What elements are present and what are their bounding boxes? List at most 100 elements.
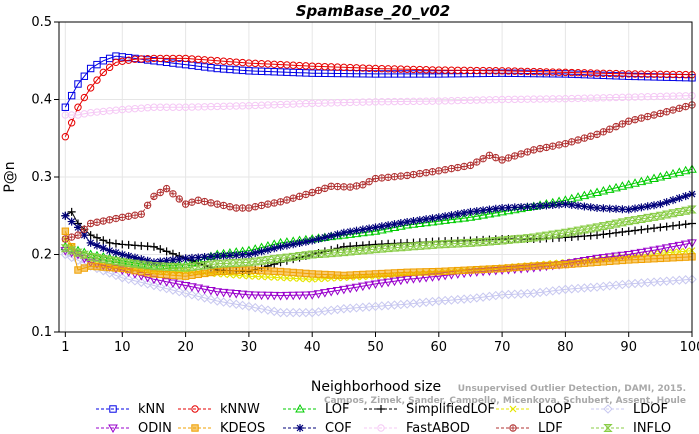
- data-point: [289, 268, 297, 277]
- data-point: [567, 200, 576, 209]
- data-point: [237, 290, 248, 300]
- data-point: [384, 173, 392, 182]
- legend-marker: [509, 405, 517, 413]
- data-point: [459, 213, 469, 222]
- data-point: [441, 166, 449, 174]
- data-point: [612, 257, 620, 265]
- data-point: [338, 285, 349, 295]
- data-point: [117, 273, 128, 283]
- data-point: [593, 258, 601, 266]
- data-point: [74, 266, 82, 274]
- data-point: [156, 245, 165, 254]
- data-point: [377, 222, 386, 231]
- data-point: [606, 125, 614, 133]
- data-point: [604, 184, 615, 193]
- data-point: [105, 63, 114, 72]
- x-tick-label: 40: [304, 340, 321, 355]
- data-point: [661, 210, 672, 219]
- data-point: [599, 230, 608, 239]
- legend-item-ldof: LDOF: [591, 402, 668, 417]
- data-point: [516, 234, 526, 243]
- data-point: [270, 274, 278, 281]
- axis-ticks: 0.1 0.2 0.3 0.4 0.5 1 10 20 30 40 50 60 70 80 90 100: [31, 15, 699, 355]
- data-point: [681, 220, 690, 229]
- data-point: [466, 161, 475, 170]
- series-fastabod: [61, 91, 696, 119]
- data-point: [98, 254, 109, 263]
- data-point: [207, 199, 215, 207]
- data-point: [212, 296, 222, 306]
- data-point: [193, 284, 204, 293]
- data-point: [213, 200, 221, 208]
- data-point: [378, 269, 386, 278]
- data-point: [427, 216, 438, 226]
- data-point: [674, 241, 685, 251]
- legend-label: kNN: [138, 402, 165, 417]
- data-point: [580, 259, 589, 267]
- data-point: [313, 250, 324, 259]
- data-point: [529, 233, 539, 242]
- data-point: [124, 252, 133, 261]
- data-point: [302, 269, 310, 278]
- data-point: [137, 210, 145, 218]
- data-point: [530, 262, 538, 270]
- data-point: [67, 91, 76, 100]
- data-point: [624, 205, 633, 214]
- data-point: [618, 120, 627, 128]
- data-point: [169, 190, 177, 198]
- data-point: [294, 307, 305, 318]
- data-point: [668, 209, 678, 218]
- legend-item-lof: LOF: [283, 402, 350, 417]
- data-point: [283, 268, 291, 276]
- data-point: [662, 108, 671, 116]
- data-point: [682, 247, 690, 255]
- data-point: [662, 198, 671, 207]
- data-point: [415, 241, 425, 250]
- x-tick-label: 10: [114, 340, 131, 355]
- data-point: [226, 267, 234, 275]
- data-point: [612, 204, 621, 213]
- data-point: [180, 282, 191, 291]
- data-point: [130, 253, 139, 262]
- data-point: [517, 203, 526, 212]
- data-point: [611, 252, 621, 262]
- data-point: [504, 154, 513, 162]
- data-point: [403, 268, 411, 277]
- data-point: [86, 84, 95, 92]
- data-point: [92, 233, 101, 242]
- series-inflo: [60, 205, 697, 272]
- data-point: [498, 156, 506, 164]
- data-point: [187, 290, 197, 300]
- data-point: [586, 224, 596, 233]
- data-point: [225, 289, 235, 298]
- data-point: [327, 271, 335, 279]
- series-line: [65, 209, 693, 269]
- y-tick-label: 0.4: [31, 93, 52, 108]
- data-point: [371, 174, 380, 183]
- data-point: [390, 220, 399, 229]
- data-point: [384, 269, 392, 277]
- data-point: [168, 279, 178, 289]
- data-point: [574, 136, 582, 144]
- data-point: [257, 201, 266, 210]
- series-line: [65, 95, 693, 116]
- data-point: [130, 259, 140, 268]
- data-point: [93, 60, 101, 69]
- data-point: [655, 211, 666, 220]
- data-point: [238, 250, 247, 259]
- data-point: [346, 271, 354, 279]
- data-point: [517, 263, 525, 271]
- data-point: [370, 226, 381, 235]
- data-point: [523, 262, 532, 271]
- data-point: [194, 253, 203, 262]
- data-point: [441, 267, 449, 275]
- series-lof: [60, 164, 697, 270]
- data-point: [485, 151, 494, 160]
- data-point: [478, 237, 488, 246]
- data-point: [643, 202, 652, 211]
- legend-item-simplifiedlof: SimplifiedLOF: [364, 402, 495, 417]
- data-point: [340, 183, 348, 191]
- data-point: [232, 251, 241, 260]
- data-point: [396, 243, 406, 252]
- data-point: [218, 297, 229, 307]
